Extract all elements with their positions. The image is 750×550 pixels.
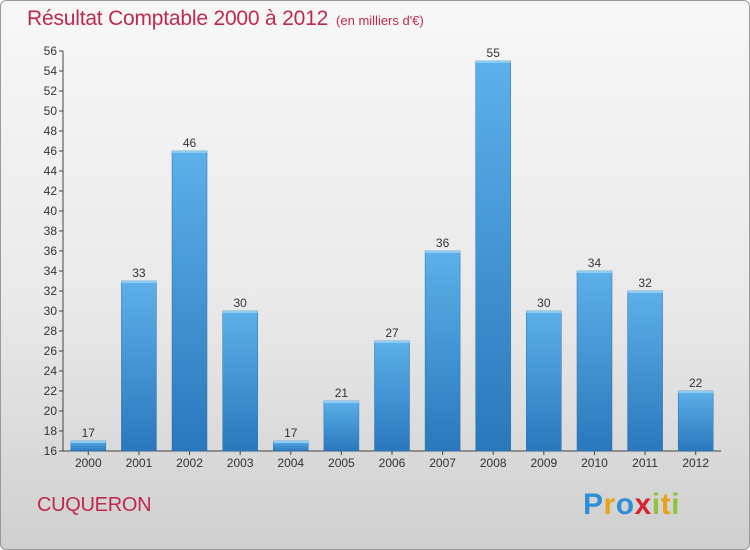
x-tick-label-2003: 2003: [227, 456, 254, 470]
x-tick-label-2005: 2005: [328, 456, 355, 470]
chart-title: Résultat Comptable 2000 à 2012: [27, 7, 329, 30]
bar-2007: [424, 250, 461, 452]
bar-value-label-2008: 55: [487, 46, 501, 60]
bar-value-label-2007: 36: [436, 236, 450, 250]
bar-2010: [576, 270, 613, 452]
y-tick-label: 46: [44, 144, 58, 158]
logo-letter: x: [634, 488, 652, 521]
logo-letter: i: [671, 488, 680, 521]
x-tick-label-2011: 2011: [632, 456, 658, 470]
y-tick-label: 36: [44, 244, 58, 258]
bar-2009: [526, 310, 562, 452]
bar-highlight-2007: [425, 251, 461, 253]
x-tick-label-2008: 2008: [480, 456, 507, 470]
y-tick-label: 22: [44, 384, 58, 398]
bar-highlight-2012: [678, 391, 714, 393]
y-tick-label: 24: [44, 364, 58, 378]
bar-value-label-2011: 32: [638, 276, 652, 290]
y-tick-label: 42: [44, 184, 58, 198]
y-tick-label: 18: [44, 424, 58, 438]
bar-value-label-2005: 21: [335, 386, 349, 400]
bar-value-label-2009: 30: [537, 296, 551, 310]
y-tick-label: 44: [44, 164, 58, 178]
bar-2003: [222, 310, 258, 452]
bar-value-label-2010: 34: [588, 256, 602, 270]
x-tick-label-2006: 2006: [379, 456, 406, 470]
x-tick-label-2002: 2002: [176, 456, 203, 470]
y-tick-label: 38: [44, 224, 58, 238]
bar-highlight-2002: [172, 151, 207, 153]
bar-highlight-2004: [273, 441, 309, 443]
y-tick-label: 28: [44, 324, 58, 338]
x-tick-label-2000: 2000: [75, 456, 102, 470]
bar-value-label-2006: 27: [385, 326, 399, 340]
y-tick-label: 56: [44, 44, 58, 58]
logo-letter: i: [651, 488, 661, 521]
bar-highlight-2009: [526, 311, 562, 313]
bar-2012: [677, 390, 714, 452]
y-tick-label: 16: [44, 444, 58, 458]
bar-highlight-2003: [222, 311, 258, 313]
town-name: CUQUERON: [37, 494, 152, 516]
proxiti-logo: Proxiti: [583, 488, 680, 522]
bar-highlight-2006: [374, 341, 410, 343]
bar-2001: [121, 280, 157, 452]
bar-highlight-2008: [475, 61, 511, 63]
logo-letter: P: [583, 488, 604, 521]
x-tick-label-2009: 2009: [530, 456, 557, 470]
bar-highlight-2000: [70, 441, 106, 443]
bar-highlight-2005: [323, 401, 359, 403]
chart-subtitle: (en milliers d'€): [336, 13, 424, 28]
y-tick-label: 34: [44, 264, 58, 278]
bar-highlight-2001: [121, 281, 157, 283]
x-tick-label-2004: 2004: [277, 456, 304, 470]
y-tick-label: 52: [44, 84, 58, 98]
logo-letter: o: [615, 488, 635, 521]
bar-value-label-2012: 22: [689, 376, 703, 390]
x-tick-label-2012: 2012: [682, 456, 709, 470]
bar-2005: [323, 400, 360, 452]
bar-highlight-2010: [577, 271, 612, 273]
x-tick-label-2001: 2001: [126, 456, 153, 470]
bar-value-label-2001: 33: [132, 266, 146, 280]
bar-2006: [374, 340, 410, 452]
logo-letter: t: [660, 488, 672, 521]
y-tick-label: 54: [44, 64, 58, 78]
bar-2008: [475, 60, 511, 452]
y-tick-label: 32: [44, 284, 58, 298]
y-tick-label: 50: [44, 104, 58, 118]
bar-value-label-2000: 17: [82, 426, 96, 440]
y-tick-label: 20: [44, 404, 58, 418]
y-tick-label: 26: [44, 344, 58, 358]
bar-2002: [171, 150, 208, 452]
bar-highlight-2011: [627, 291, 663, 293]
y-tick-label: 48: [44, 124, 58, 138]
bar-value-label-2002: 46: [183, 136, 197, 150]
y-tick-label: 40: [44, 204, 58, 218]
bar-2011: [627, 290, 663, 452]
y-tick-label: 30: [44, 304, 58, 318]
x-tick-label-2007: 2007: [429, 456, 456, 470]
chart-title-block: Résultat Comptable 2000 à 2012 (en millie…: [27, 7, 424, 31]
logo-letter: r: [603, 488, 616, 521]
bar-value-label-2004: 17: [284, 426, 298, 440]
x-tick-label-2010: 2010: [581, 456, 608, 470]
bar-value-label-2003: 30: [233, 296, 247, 310]
